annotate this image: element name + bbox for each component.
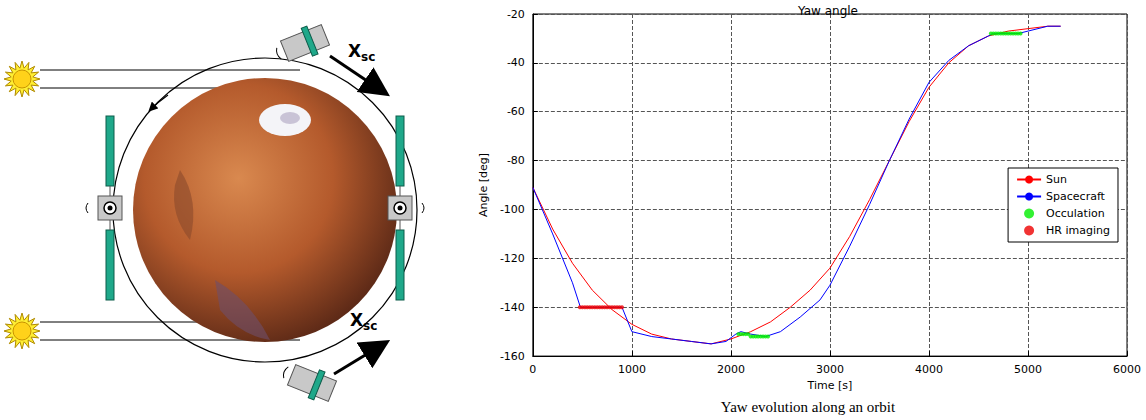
svg-text:Spacecraft: Spacecraft [1046, 190, 1106, 203]
svg-text:-100: -100 [500, 203, 525, 216]
svg-text:Angle [deg]: Angle [deg] [477, 153, 490, 217]
svg-text:HR imaging: HR imaging [1046, 224, 1110, 237]
svg-text:Sun: Sun [1046, 173, 1067, 186]
svg-text:Xsc: Xsc [348, 41, 375, 64]
svg-text:-60: -60 [507, 105, 525, 118]
svg-text:Occulation: Occulation [1046, 207, 1105, 220]
svg-text:5000: 5000 [1014, 363, 1042, 376]
svg-text:4000: 4000 [915, 363, 943, 376]
svg-text:-140: -140 [500, 301, 525, 314]
svg-text:Xsc: Xsc [350, 310, 377, 333]
svg-text:-120: -120 [500, 252, 525, 265]
svg-text:0: 0 [529, 363, 536, 376]
svg-text:6000: 6000 [1113, 363, 1141, 376]
html-text:Yaw evolution along an orbit: Yaw evolution along an orbit [720, 399, 896, 415]
svg-text:Yaw angle: Yaw angle [797, 4, 858, 18]
svg-text:2000: 2000 [717, 363, 745, 376]
svg-text:1000: 1000 [618, 363, 646, 376]
svg-text:-40: -40 [507, 56, 525, 69]
svg-text:Time [s]: Time [s] [807, 379, 853, 392]
svg-text:-80: -80 [507, 154, 525, 167]
svg-text:3000: 3000 [816, 363, 844, 376]
svg-text:-20: -20 [507, 8, 525, 21]
svg-text:-160: -160 [500, 350, 525, 363]
